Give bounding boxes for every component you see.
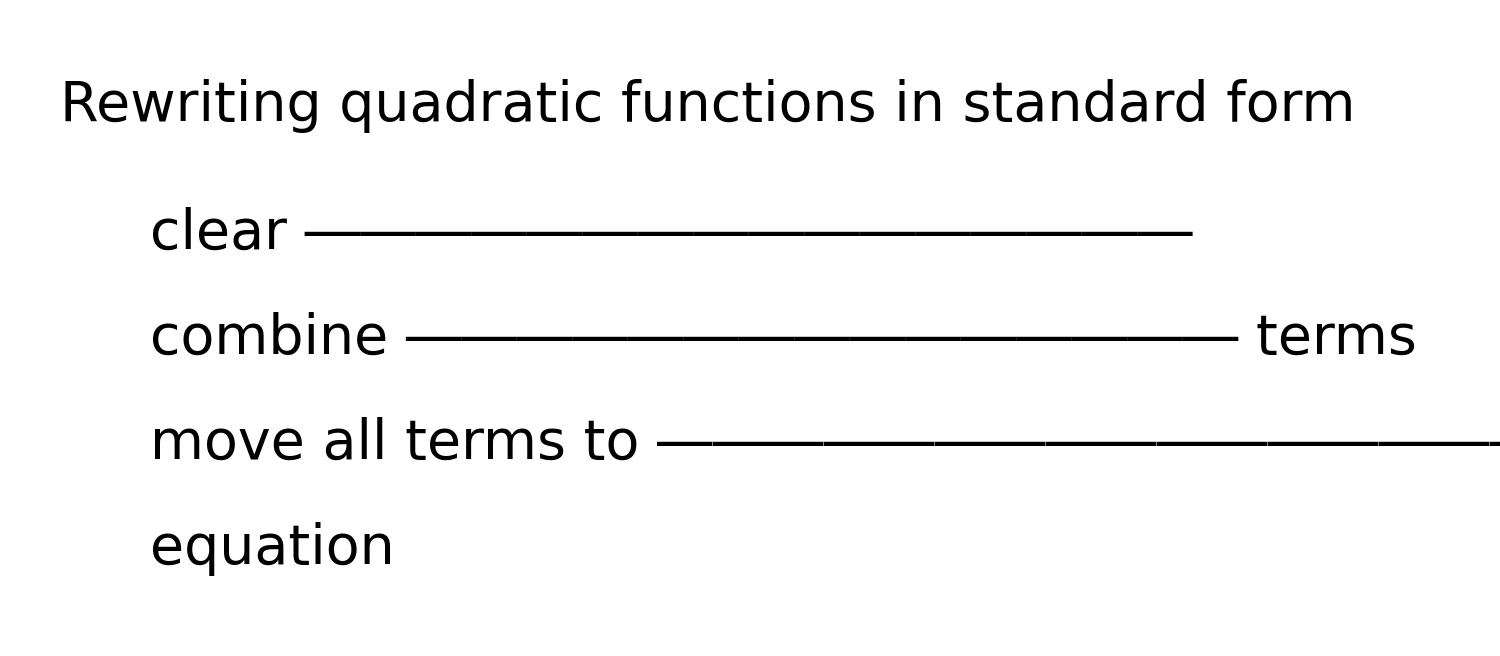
Text: clear ――――――――――――――――: clear ―――――――――――――――― <box>150 207 1192 260</box>
Text: equation: equation <box>150 522 394 575</box>
Text: combine ――――――――――――――― terms: combine ――――――――――――――― terms <box>150 312 1418 365</box>
Text: Rewriting quadratic functions in standard form: Rewriting quadratic functions in standar… <box>60 79 1356 133</box>
Text: move all terms to ―――――――――――――――― of the: move all terms to ―――――――――――――――― of th… <box>150 417 1500 470</box>
